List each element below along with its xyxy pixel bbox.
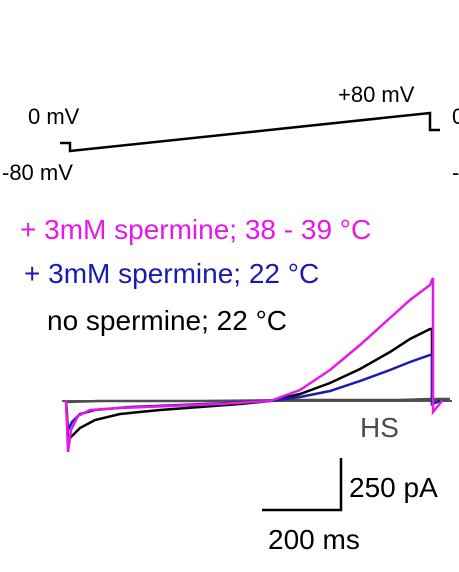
hs-trace: [65, 397, 450, 404]
trace-spermine-38-39c: [64, 277, 443, 453]
label-right-cut-bottom: -: [452, 160, 459, 185]
label-right-cut-top: 0: [452, 104, 459, 129]
scale-time-label: 200 ms: [268, 524, 360, 555]
legend-no-spermine-22c: no spermine; 22 °C: [47, 305, 287, 336]
label-pos80mv: +80 mV: [338, 82, 415, 107]
scale-bar: [262, 458, 343, 512]
voltage-ramp-protocol: [60, 111, 440, 153]
label-neg80mv: -80 mV: [2, 160, 73, 185]
scale-current-label: 250 pA: [349, 472, 438, 503]
legend-spermine-22c: + 3mM spermine; 22 °C: [24, 258, 320, 289]
legend-spermine-38-39c: + 3mM spermine; 38 - 39 °C: [20, 214, 372, 245]
hs-label: HS: [360, 412, 399, 443]
label-0mv-left: 0 mV: [28, 104, 80, 129]
